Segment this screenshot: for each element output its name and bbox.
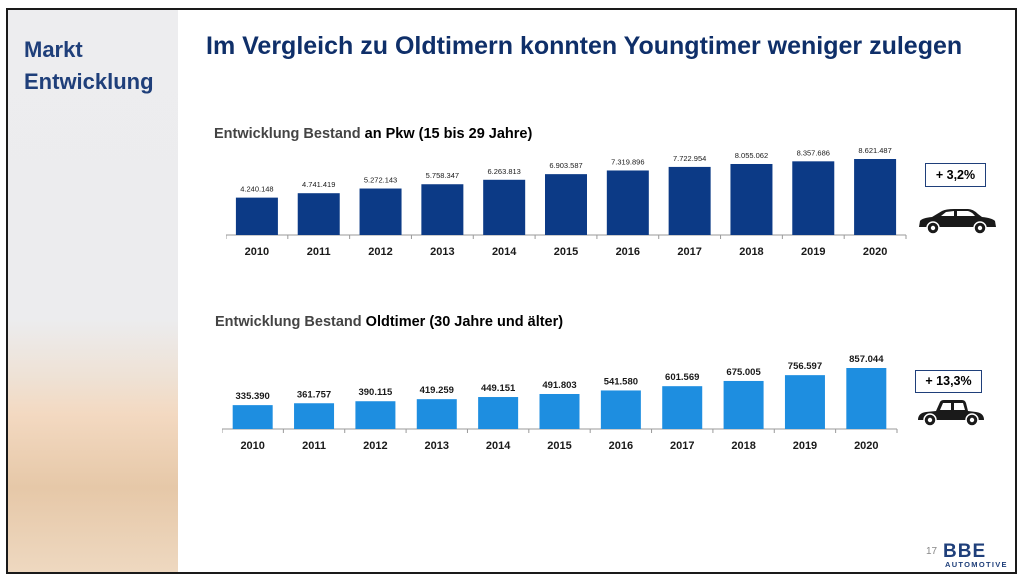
sidebar-title-line1: Markt [24, 37, 83, 62]
chart2-value-label-2012: 390.115 [358, 387, 393, 398]
page-number: 17 [926, 546, 938, 557]
chart1-category-label-2012: 2012 [368, 246, 392, 258]
chart1-value-label-2019: 8.357.686 [797, 148, 830, 157]
chart1-category-label-2010: 2010 [245, 246, 269, 258]
logo-sub-text: AUTOMOTIVE [945, 560, 1008, 569]
chart2-category-label-2017: 2017 [670, 440, 694, 452]
chart1-category-label-2019: 2019 [801, 246, 825, 258]
chart2-bar-2020 [846, 368, 887, 429]
chart2-category-label-2011: 2011 [302, 440, 326, 452]
chart1-value-label-2011: 4.741.419 [302, 180, 335, 189]
chart1-value-label-2016: 7.319.896 [611, 157, 644, 166]
chart1-section-title: Entwicklung Bestand an Pkw (15 bis 29 Ja… [214, 126, 532, 142]
chart1-title-suffix: an Pkw (15 bis 29 Jahre) [364, 126, 533, 142]
chart1-bar-2015 [545, 174, 587, 235]
chart1-value-label-2018: 8.055.062 [735, 151, 768, 160]
chart1-category-label-2018: 2018 [739, 246, 763, 258]
chart1-bar-2010 [235, 197, 278, 235]
chart2-value-label-2015: 491.803 [542, 380, 576, 391]
page-title: Im Vergleich zu Oldtimern konnten Youngt… [206, 32, 963, 60]
chart2-category-label-2018: 2018 [731, 440, 755, 452]
chart2-value-label-2014: 449.151 [481, 383, 516, 394]
chart2-category-label-2016: 2016 [609, 440, 633, 452]
chart2-title-prefix: Entwicklung Bestand [215, 314, 362, 330]
sidebar-title-line2: Entwicklung [24, 69, 154, 94]
chart2-bar-2013 [416, 399, 457, 429]
logo-main-text: BBE [943, 541, 987, 562]
chart2-bar-2015 [539, 393, 580, 429]
chart1-value-label-2017: 7.722.954 [673, 154, 706, 163]
chart2-value-label-2017: 601.569 [665, 372, 699, 383]
chart2-value-label-2013: 419.259 [420, 385, 454, 396]
chart2-category-label-2013: 2013 [425, 440, 449, 452]
chart2-bar-2010 [232, 405, 273, 429]
chart1-title-prefix: Entwicklung Bestand [214, 126, 361, 142]
modern-car-icon [919, 209, 996, 235]
chart1-bar-2014 [483, 179, 526, 235]
chart2-category-label-2020: 2020 [854, 440, 878, 452]
chart1-category-label-2015: 2015 [554, 246, 578, 258]
chart1-bar-2020 [854, 159, 897, 235]
vintage-car-icon [918, 400, 984, 427]
chart1-value-label-2013: 5.758.347 [426, 171, 459, 180]
chart1-value-label-2012: 5.272.143 [364, 176, 397, 185]
chart2-value-label-2010: 335.390 [236, 391, 270, 402]
chart1-bar-2011 [297, 193, 340, 235]
chart1-bar-2013 [421, 184, 464, 235]
chart1-value-label-2010: 4.240.148 [240, 185, 273, 194]
chart2-bar-2017 [662, 386, 703, 429]
chart1-category-label-2020: 2020 [863, 246, 887, 258]
chart2-bar-2011 [294, 403, 335, 429]
bbe-automotive-logo: BBE AUTOMOTIVE [941, 541, 1013, 571]
chart1-growth-badge: + 3,2% [925, 163, 986, 187]
chart1-category-label-2016: 2016 [616, 246, 640, 258]
sidebar-title: Markt Entwicklung [24, 34, 174, 98]
chart1-pkw-bestand: 4.240.148 2010 4.741.419 2011 5.272.143 2012 5… [226, 146, 907, 258]
chart2-bar-2019 [784, 375, 825, 429]
chart1-bar-2012 [359, 188, 402, 235]
chart1-category-label-2014: 2014 [492, 246, 517, 258]
chart1-category-label-2013: 2013 [430, 246, 454, 258]
chart2-section-title: Entwicklung Bestand Oldtimer (30 Jahre u… [215, 314, 563, 330]
chart2-bar-2012 [355, 401, 396, 429]
sidebar: Markt Entwicklung [8, 10, 178, 572]
slide-frame [6, 8, 1017, 574]
chart2-value-label-2011: 361.757 [297, 389, 331, 400]
chart1-bar-2017 [668, 166, 711, 235]
chart1-bar-2016 [606, 170, 649, 235]
chart2-category-label-2014: 2014 [486, 440, 511, 452]
chart2-category-label-2012: 2012 [363, 440, 387, 452]
chart1-category-label-2011: 2011 [307, 246, 331, 258]
chart2-value-label-2016: 541.580 [604, 376, 638, 387]
chart1-value-label-2014: 6.263.813 [487, 167, 520, 176]
chart1-category-label-2017: 2017 [677, 246, 701, 258]
chart2-category-label-2015: 2015 [547, 440, 571, 452]
chart2-value-label-2019: 756.597 [788, 361, 822, 372]
chart2-category-label-2019: 2019 [793, 440, 817, 452]
chart2-value-label-2020: 857.044 [849, 354, 884, 365]
chart1-bar-2019 [792, 161, 835, 235]
chart1-bar-2018 [730, 163, 773, 235]
chart1-value-label-2020: 8.621.487 [858, 146, 891, 155]
chart2-bar-2018 [723, 380, 764, 429]
chart2-bar-2014 [478, 397, 519, 429]
chart2-title-suffix: Oldtimer (30 Jahre und älter) [365, 314, 564, 330]
chart2-oldtimer-bestand: 335.390 2010 361.757 2011 390.115 2012 419.259… [222, 354, 898, 452]
chart2-growth-badge: + 13,3% [915, 370, 982, 393]
chart2-value-label-2018: 675.005 [726, 367, 761, 378]
chart2-bar-2016 [600, 390, 641, 429]
chart1-value-label-2015: 6.903.587 [549, 161, 582, 170]
chart2-category-label-2010: 2010 [240, 440, 264, 452]
